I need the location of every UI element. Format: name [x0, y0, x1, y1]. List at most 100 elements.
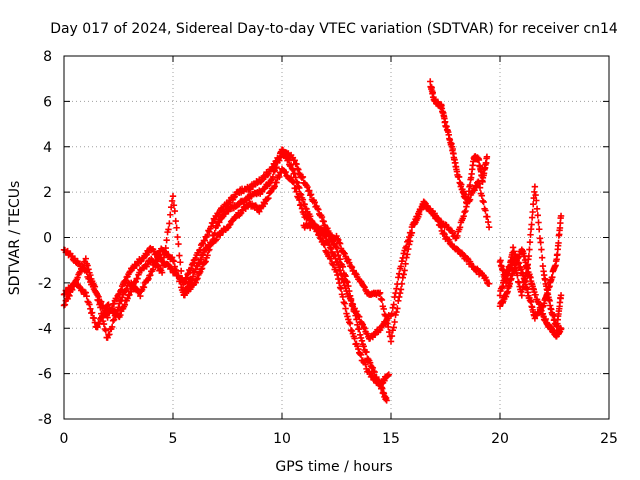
data-point — [376, 289, 384, 296]
data-point — [292, 184, 299, 192]
data-point — [183, 285, 190, 292]
data-point — [395, 270, 403, 277]
data-point — [371, 368, 378, 376]
data-point — [484, 218, 492, 226]
data-point — [405, 237, 412, 244]
data-point — [482, 207, 489, 214]
data-point — [460, 213, 467, 220]
data-point — [314, 205, 321, 212]
data-point — [108, 323, 116, 331]
data-point — [257, 178, 265, 185]
data-point — [192, 266, 199, 273]
data-point — [356, 325, 363, 333]
data-point — [266, 180, 273, 188]
data-point — [526, 246, 533, 253]
data-point — [212, 237, 219, 244]
data-point — [273, 163, 280, 171]
data-point — [382, 312, 389, 319]
data-point — [134, 275, 141, 282]
data-point — [161, 251, 169, 258]
data-point — [398, 257, 406, 265]
data-point — [110, 300, 118, 307]
data-point — [68, 286, 76, 293]
data-point — [82, 255, 89, 262]
y-tick-labels: 8 6 4 2 0 -2 -4 -6 -8 — [38, 49, 52, 428]
data-point — [123, 285, 130, 293]
data-point — [366, 359, 374, 367]
data-point — [338, 275, 346, 282]
chart-title: Day 017 of 2024, Sidereal Day-to-day VTE… — [50, 21, 618, 37]
data-point — [334, 248, 341, 256]
data-point — [172, 217, 179, 225]
data-point — [415, 211, 423, 218]
data-point — [402, 260, 409, 267]
data-point — [362, 361, 369, 368]
data-point — [356, 313, 363, 321]
data-point — [557, 292, 565, 299]
data-point — [306, 216, 314, 223]
data-point — [360, 283, 367, 290]
data-point — [207, 223, 215, 230]
data-point — [172, 266, 179, 274]
data-point — [269, 173, 277, 181]
series-trace-6 — [427, 78, 491, 207]
data-point — [189, 259, 197, 267]
data-point — [388, 332, 396, 340]
data-point — [166, 220, 173, 227]
data-markers — [60, 78, 565, 404]
data-point — [163, 237, 170, 244]
data-point — [320, 240, 327, 248]
data-point — [168, 254, 176, 261]
data-point — [475, 180, 483, 187]
data-point — [526, 238, 534, 246]
data-point — [291, 157, 298, 164]
data-point — [86, 301, 93, 308]
data-point — [384, 320, 391, 327]
data-point — [177, 267, 185, 275]
data-point — [361, 325, 368, 332]
plot-frame — [63, 55, 610, 420]
data-point — [158, 269, 166, 276]
data-point — [102, 327, 109, 334]
data-point — [150, 258, 158, 265]
data-point — [399, 254, 407, 262]
data-point — [190, 269, 198, 276]
x-tick-label: 10 — [273, 431, 291, 447]
data-point — [374, 377, 381, 384]
data-point — [378, 296, 386, 304]
data-point — [174, 233, 181, 241]
data-point — [533, 197, 540, 204]
data-point — [401, 267, 408, 274]
data-point — [485, 223, 493, 231]
y-tick-label: -4 — [38, 321, 52, 337]
data-point — [480, 198, 487, 206]
y-tick-label: 8 — [43, 49, 52, 65]
y-tick-label: -2 — [38, 276, 52, 292]
data-point — [483, 153, 491, 161]
data-point — [192, 254, 199, 262]
data-point — [332, 255, 339, 262]
data-point — [327, 245, 335, 253]
data-point — [461, 208, 468, 216]
data-point — [175, 272, 182, 279]
data-point — [304, 183, 311, 191]
data-point — [557, 326, 565, 333]
data-point — [246, 186, 253, 193]
data-point — [271, 183, 278, 190]
data-point — [74, 274, 81, 281]
data-point — [66, 292, 73, 299]
data-point — [454, 232, 461, 240]
data-point — [84, 262, 91, 269]
data-point — [276, 157, 283, 164]
series-trace-4 — [300, 200, 493, 345]
data-point — [320, 218, 327, 225]
data-point — [456, 224, 464, 231]
data-point — [346, 259, 353, 266]
data-point — [333, 268, 340, 276]
data-point — [298, 174, 306, 182]
data-point — [170, 202, 178, 209]
data-point — [128, 288, 135, 295]
data-point — [288, 165, 296, 172]
data-point — [336, 284, 344, 291]
data-point — [387, 338, 395, 345]
